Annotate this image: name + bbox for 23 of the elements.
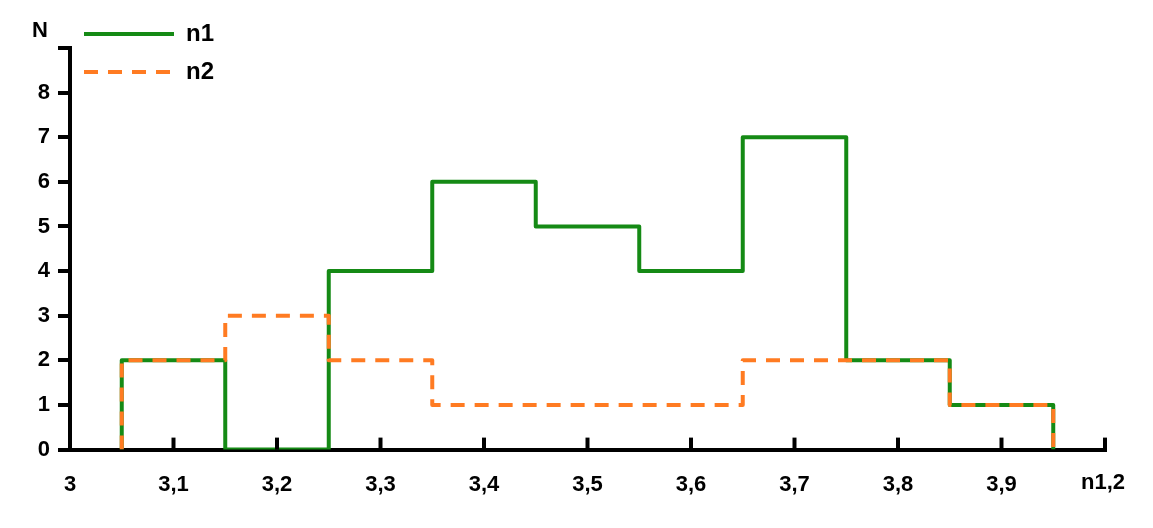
x-tick-label: 3,4: [468, 470, 501, 496]
x-tick-label: 3,3: [365, 470, 396, 496]
y-axis-title: N: [32, 17, 48, 43]
legend-label: n1: [186, 18, 215, 46]
y-tick-label: 5: [37, 212, 50, 238]
x-tick-label: 3: [63, 470, 77, 496]
legend-label: n2: [186, 56, 215, 84]
x-tick-label: 3,8: [882, 470, 914, 496]
x-axis-title: n1,2: [1080, 468, 1125, 494]
y-tick-label: 7: [37, 123, 50, 149]
y-tick-label: 2: [37, 346, 50, 372]
y-tick-label: 4: [37, 257, 51, 283]
x-tick-label: 3,2: [261, 470, 293, 496]
x-tick-label: 3,6: [675, 470, 707, 496]
y-tick-label: 0: [37, 435, 50, 461]
x-tick-label: 3,5: [572, 470, 603, 496]
y-tick-label: 6: [37, 167, 50, 193]
y-tick-label: 1: [37, 391, 50, 417]
x-tick-label: 3,1: [158, 470, 189, 496]
x-tick-label: 3,9: [986, 470, 1017, 496]
y-tick-label: 8: [37, 78, 50, 104]
x-tick-label: 3,7: [779, 470, 810, 496]
y-tick-label: 3: [37, 301, 50, 327]
